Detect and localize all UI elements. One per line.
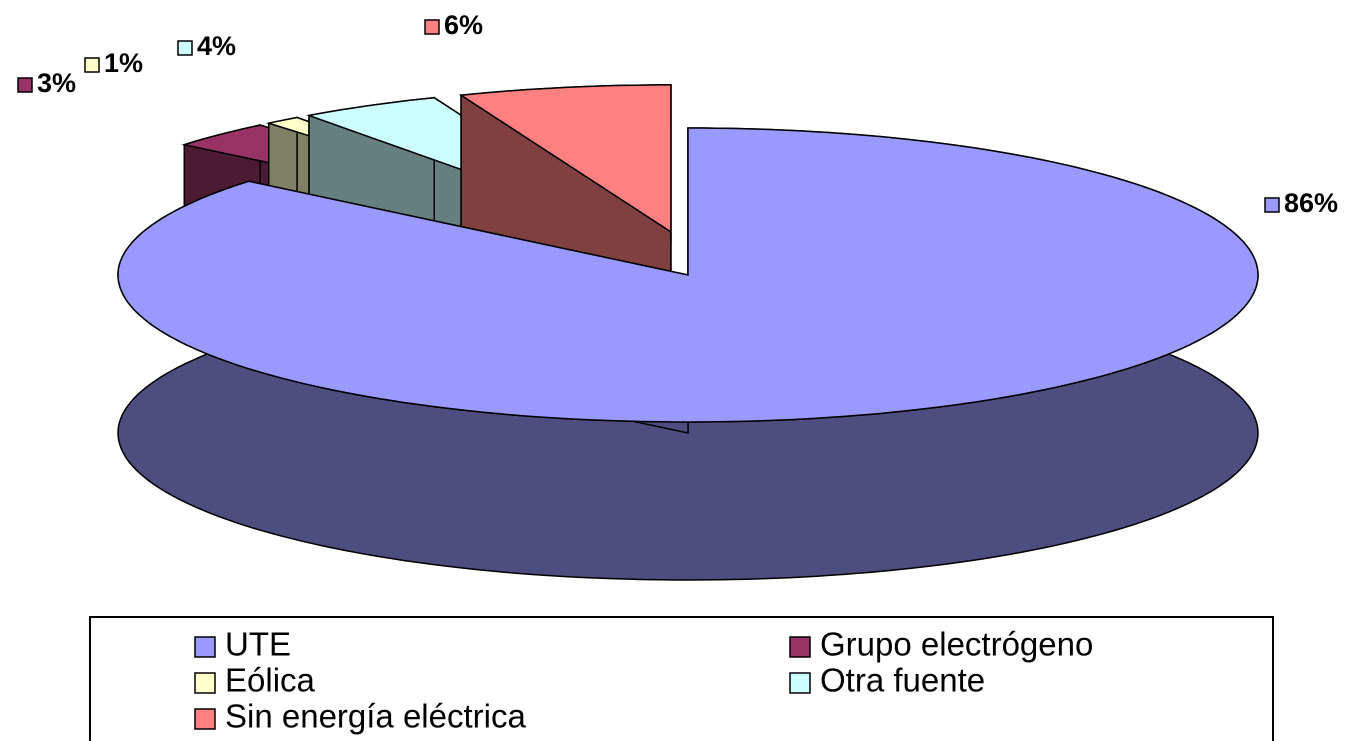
legend-swatch <box>789 672 811 694</box>
legend-swatch <box>194 672 216 694</box>
value-label: 86% <box>1284 188 1338 218</box>
legend-label: UTE <box>225 626 291 663</box>
legend-swatch <box>194 708 216 730</box>
slice-face <box>458 84 672 234</box>
slice <box>117 127 1259 581</box>
legend-swatch <box>789 636 811 658</box>
slice-face <box>117 127 1259 423</box>
legend-label: Eólica <box>225 662 316 699</box>
value-label: 4% <box>197 31 236 61</box>
label-swatch <box>17 77 33 93</box>
label-swatch <box>177 40 193 56</box>
label-swatch <box>1264 197 1280 213</box>
label-swatch <box>424 19 440 35</box>
legend-label: Sin energía eléctrica <box>225 698 526 735</box>
legend-box <box>89 616 1274 741</box>
legend-swatch <box>194 636 216 658</box>
value-label: 6% <box>444 10 483 40</box>
value-label: 1% <box>104 48 143 78</box>
legend-label: Otra fuente <box>820 662 985 699</box>
legend-label: Grupo electrógeno <box>820 626 1093 663</box>
label-swatch <box>84 57 100 73</box>
value-label: 3% <box>37 68 76 98</box>
